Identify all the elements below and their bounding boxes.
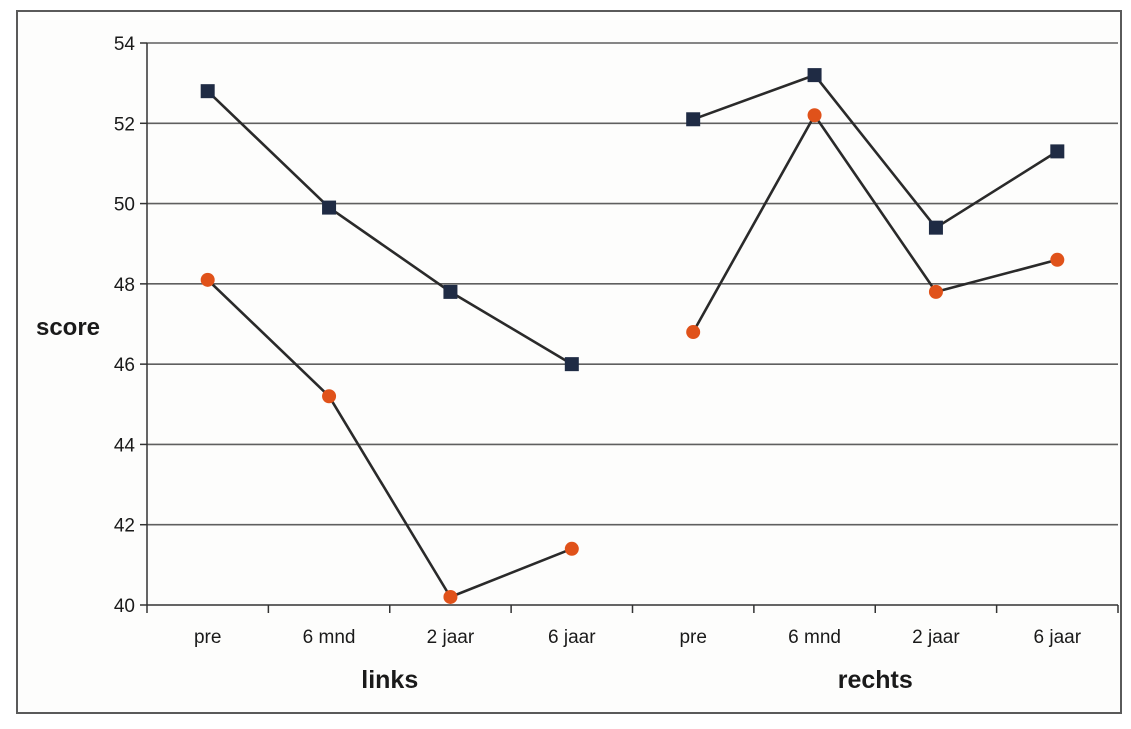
data-point-circle [322,389,337,404]
x-tick-label: 6 mnd [788,627,841,648]
data-point-square [928,220,943,235]
x-tick-label: pre [194,627,221,648]
x-tick-labels: pre 6 mnd 2 jaar 6 jaar pre 6 mnd 2 jaar 6 jaar [194,627,1082,648]
data-point-square [686,112,701,127]
y-tick-label: 52 [114,114,135,135]
data-point-circle [200,272,215,287]
y-tick-label: 42 [114,516,135,537]
group-label: rechts [838,666,913,694]
x-tick-label: 2 jaar [427,627,475,648]
data-point-square [1050,144,1065,159]
data-point-circle [686,325,701,340]
series-line [206,278,573,599]
data-point-circle [928,284,943,299]
data-point-square [200,84,215,99]
series-line [692,114,1058,333]
y-tick-label: 54 [114,34,136,55]
y-tick-labels: 40 42 44 46 48 50 52 54 [114,34,136,617]
x-tick-label: 6 jaar [548,627,596,648]
x-tick-label: 2 jaar [912,627,960,648]
y-tick-label: 40 [114,596,135,617]
y-tick-label: 44 [114,435,136,456]
data-point-circle [1050,252,1065,267]
data-point-circle [564,541,579,556]
data-point-square [564,357,579,372]
x-tick-label: 6 jaar [1034,627,1082,648]
gridlines [147,42,1118,526]
data-point-circle [807,108,822,123]
axes [140,42,1119,613]
series-line [692,73,1058,229]
series [200,68,1065,604]
x-tick-label: pre [679,627,706,648]
data-point-square [322,200,337,215]
group-labels: links rechts [361,666,913,694]
x-tick-label: 6 mnd [303,627,356,648]
series-line [206,90,573,366]
data-point-circle [443,589,458,604]
group-label: links [361,666,418,694]
data-point-square [443,284,458,299]
y-tick-label: 50 [114,195,135,216]
y-tick-label: 48 [114,275,135,296]
y-axis-title: score [36,314,100,341]
y-tick-label: 46 [114,355,135,376]
data-point-square [807,68,822,83]
